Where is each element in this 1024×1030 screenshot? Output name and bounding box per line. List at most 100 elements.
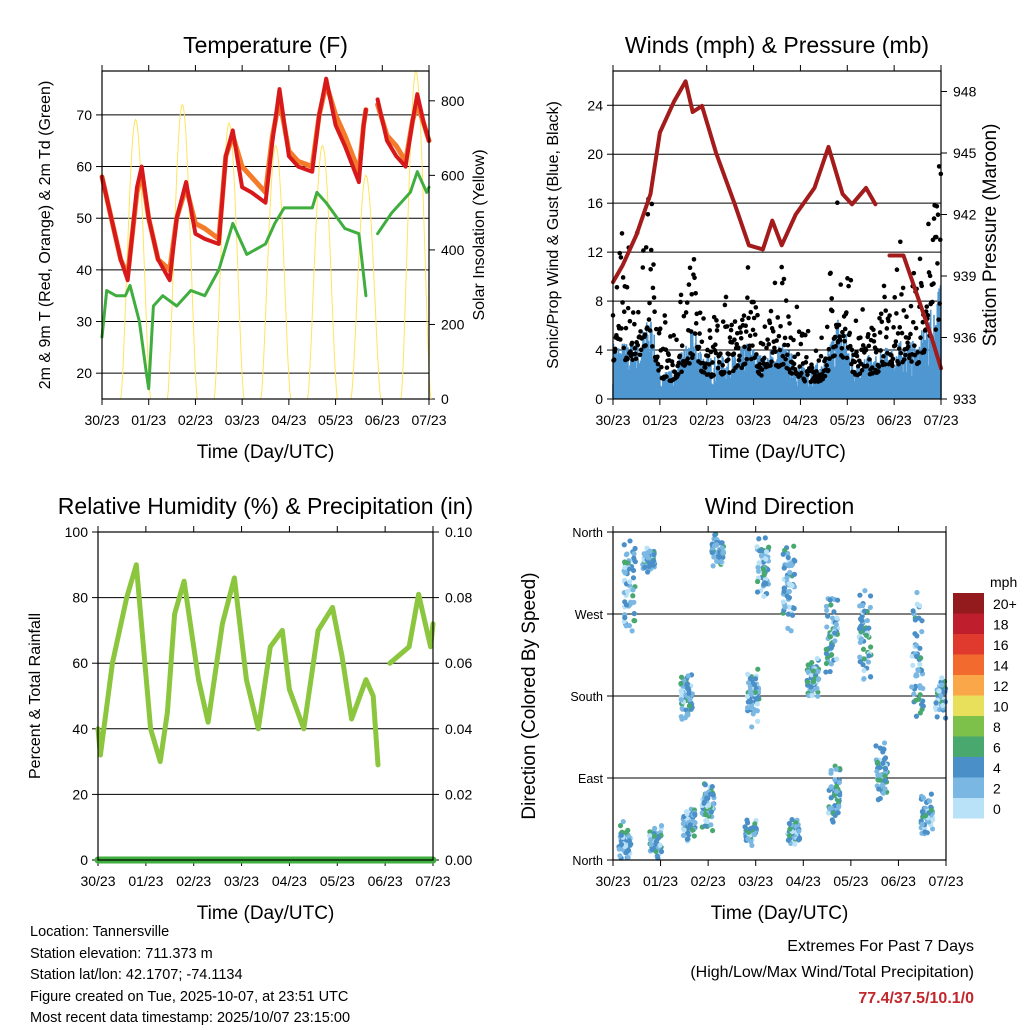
direction-point — [718, 559, 724, 565]
gust-point — [766, 341, 772, 347]
gust-point — [705, 347, 710, 353]
gust-point — [789, 371, 795, 376]
direction-point — [916, 696, 922, 702]
gust-point — [672, 369, 678, 375]
legend-label: 10 — [993, 699, 1009, 715]
gust-point — [683, 310, 689, 315]
gust-point — [759, 367, 765, 372]
gust-point — [643, 245, 649, 250]
gust-point — [890, 356, 896, 362]
gust-point — [738, 330, 743, 335]
gust-point — [878, 348, 883, 353]
gust-point — [919, 283, 924, 289]
direction-point — [808, 684, 814, 690]
direction-point — [714, 558, 720, 564]
gust-point — [769, 359, 774, 364]
direction-point — [684, 681, 690, 687]
gust-point — [832, 353, 837, 358]
gust-point — [715, 365, 721, 371]
direction-point — [623, 602, 630, 608]
y-right-tick-label: 0.02 — [445, 786, 472, 802]
gust-point — [824, 363, 829, 368]
direction-point — [784, 575, 790, 581]
gust-point — [827, 356, 832, 361]
y-tick-label: 40 — [72, 721, 88, 737]
y-tick-label: South — [570, 690, 603, 704]
direction-point — [832, 777, 838, 783]
gust-point — [664, 365, 670, 370]
direction-point — [912, 631, 918, 637]
legend-label: 6 — [993, 740, 1001, 756]
chart-title: Relative Humidity (%) & Precipitation (i… — [58, 493, 473, 519]
gust-point — [826, 346, 832, 352]
gust-point — [854, 353, 860, 359]
direction-point — [857, 603, 863, 609]
gust-point — [796, 329, 802, 334]
gust-point — [905, 340, 910, 346]
direction-point — [649, 847, 655, 853]
gust-point — [651, 295, 657, 300]
direction-point — [788, 628, 794, 634]
direction-point — [787, 826, 793, 832]
x-tick-label: 30/23 — [84, 412, 119, 428]
plot-border — [97, 531, 434, 861]
direction-point — [861, 656, 867, 662]
gust-point — [857, 371, 863, 376]
gust-point — [736, 357, 742, 363]
gust-point — [759, 373, 764, 378]
direction-point — [760, 566, 767, 572]
gust-point — [720, 319, 726, 324]
gust-point — [910, 319, 916, 325]
gust-point — [881, 283, 887, 289]
extremes-subtitle: (High/Low/Max Wind/Total Precipitation) — [690, 964, 974, 981]
gust-point — [781, 361, 786, 367]
direction-point — [880, 760, 886, 766]
gust-point — [708, 349, 714, 355]
direction-point — [823, 603, 830, 609]
direction-point — [703, 791, 709, 797]
gust-point — [745, 295, 750, 301]
y-right-axis-label: Station Pressure (Maroon) — [980, 124, 1001, 347]
gust-point — [676, 360, 682, 366]
gust-point — [864, 363, 870, 369]
gust-point — [848, 277, 854, 283]
gust-point — [644, 325, 650, 330]
direction-point — [621, 542, 627, 548]
direction-point — [874, 759, 881, 765]
gust-point — [925, 313, 931, 318]
direction-point — [809, 659, 815, 666]
legend-label: 16 — [993, 637, 1009, 653]
y-tick-label: North — [572, 526, 603, 540]
gust-point — [837, 334, 842, 339]
gust-point — [846, 283, 851, 289]
gust-point — [720, 362, 725, 368]
gust-point — [692, 331, 698, 336]
gust-point — [899, 330, 905, 336]
y-right-tick-label: 0 — [441, 391, 449, 407]
gust-point — [664, 374, 669, 379]
speed-legend: mph 20+ 18 16 14 12 10 8 6 4 2 0 — [953, 574, 1017, 819]
direction-point — [744, 693, 751, 700]
gust-point — [635, 342, 641, 348]
direction-point — [686, 690, 692, 696]
direction-point — [744, 817, 750, 823]
legend-swatch — [953, 777, 984, 798]
gust-point — [734, 341, 740, 347]
direction-point — [749, 724, 755, 730]
gust-point — [754, 352, 759, 357]
direction-point — [617, 853, 623, 859]
legend-swatch — [953, 654, 984, 675]
solar-insolation-line — [120, 118, 152, 400]
gust-point — [670, 362, 675, 368]
direction-point — [912, 683, 919, 689]
extremes-title: Extremes For Past 7 Days — [787, 938, 974, 955]
x-tick-label: 03/23 — [224, 873, 259, 889]
gust-point — [838, 282, 844, 287]
gust-point — [648, 247, 654, 253]
direction-point — [913, 653, 920, 660]
gust-point — [841, 333, 846, 339]
direction-point — [837, 792, 843, 798]
legend-label: 14 — [993, 658, 1009, 674]
direction-point — [758, 553, 764, 559]
direction-point — [810, 668, 816, 674]
